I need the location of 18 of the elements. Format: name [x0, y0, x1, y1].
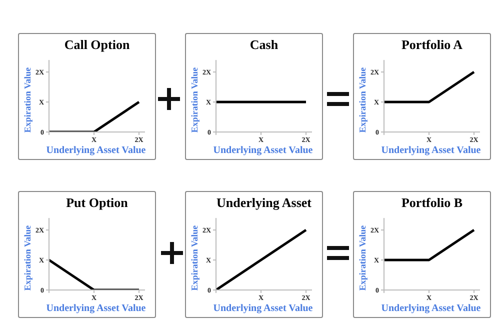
chart-title: Call Option	[63, 37, 131, 53]
chart-title: Cash	[248, 37, 280, 53]
chart-title: Put Option	[65, 195, 129, 211]
x-axis-title: Underlying Asset Value	[212, 303, 314, 314]
x-axis-title: Underlying Asset Value	[380, 303, 482, 314]
x-axis-title: Underlying Asset Value	[45, 303, 147, 314]
x-axis-title: Underlying Asset Value	[380, 145, 482, 156]
y-axis-title: Expiration Value	[23, 225, 33, 291]
chart-title: Portfolio B	[400, 195, 464, 211]
chart-title: Portfolio A	[400, 37, 464, 53]
y-axis-title: Expiration Value	[358, 225, 368, 291]
y-axis-title: Expiration Value	[358, 67, 368, 133]
x-axis-title: Underlying Asset Value	[45, 145, 147, 156]
y-axis-title: Expiration Value	[23, 67, 33, 133]
y-axis-title: Expiration Value	[190, 67, 200, 133]
y-axis-title: Expiration Value	[190, 225, 200, 291]
chart-title: Underlying Asset	[216, 195, 312, 211]
x-axis-title: Underlying Asset Value	[212, 145, 314, 156]
